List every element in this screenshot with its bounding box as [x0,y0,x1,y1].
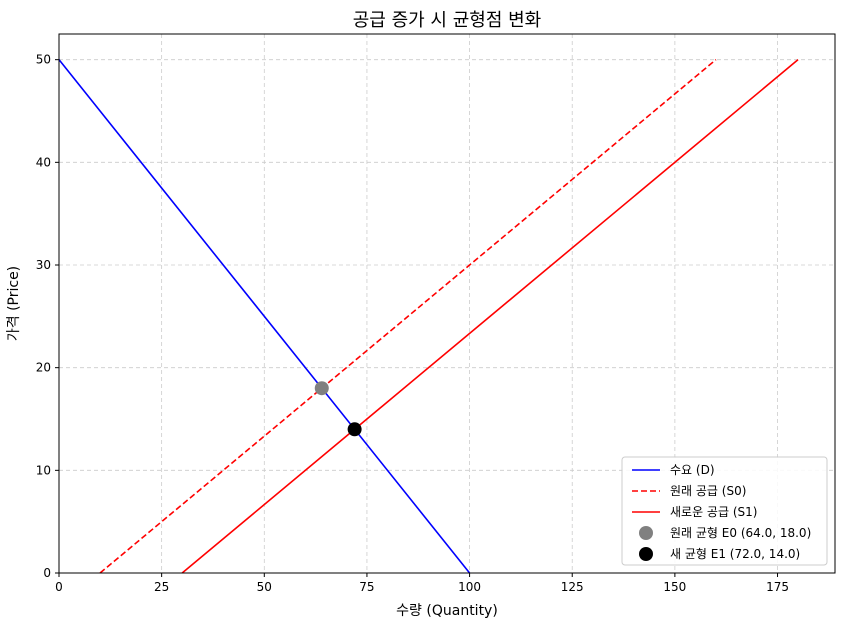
y-tick-label: 40 [36,155,51,169]
x-tick-label: 25 [154,580,169,594]
legend: 수요 (D) 원래 공급 (S0) 새로운 공급 (S1) 원래 균형 E0 (64.… [621,456,828,566]
x-tick-label: 125 [561,580,584,594]
plot-frame [58,33,836,574]
y-tick-label: 10 [36,463,51,477]
y-tick-label: 30 [36,258,51,272]
legend-marker-swatch [639,547,653,561]
y-tick-label: 0 [43,566,51,580]
series-line-1 [99,59,717,574]
y-axis-title: 가격 (Price) [6,266,22,341]
legend-label: 새로운 공급 (S1) [670,505,757,519]
legend-item-2: 새로운 공급 (S1) [632,505,757,519]
legend-label: 원래 공급 (S0) [670,484,746,498]
x-tick-label: 175 [766,580,789,594]
legend-item-4: 새 균형 E1 (72.0, 14.0) [639,547,800,561]
x-tick-label: 75 [359,580,374,594]
x-tick-label: 50 [257,580,272,594]
legend-label: 수요 (D) [670,463,715,477]
legend-item-0: 수요 (D) [632,463,715,477]
x-tick-label: 100 [458,580,481,594]
axis-ticks: 0 25 50 75 100 125 150 175 0 10 20 30 40 50 [36,53,789,594]
x-tick-label: 150 [663,580,686,594]
legend-label: 원래 균형 E0 (64.0, 18.0) [670,526,811,540]
series-line-2 [181,59,799,574]
x-tick-label: 0 [55,580,63,594]
x-axis-title: 수량 (Quantity) [396,603,498,619]
equilibrium-point-3 [314,381,329,396]
legend-box [621,456,828,566]
legend-item-3: 원래 균형 E0 (64.0, 18.0) [639,526,811,540]
legend-marker-swatch [639,526,653,540]
legend-label: 새 균형 E1 (72.0, 14.0) [670,547,800,561]
y-tick-label: 50 [36,53,51,67]
series-line-0 [58,59,471,574]
y-tick-label: 20 [36,361,51,375]
equilibrium-point-4 [347,422,362,437]
plot-series [58,59,799,574]
legend-item-1: 원래 공급 (S0) [632,484,746,498]
chart-title: 공급 증가 시 균형점 변화 [353,10,542,31]
